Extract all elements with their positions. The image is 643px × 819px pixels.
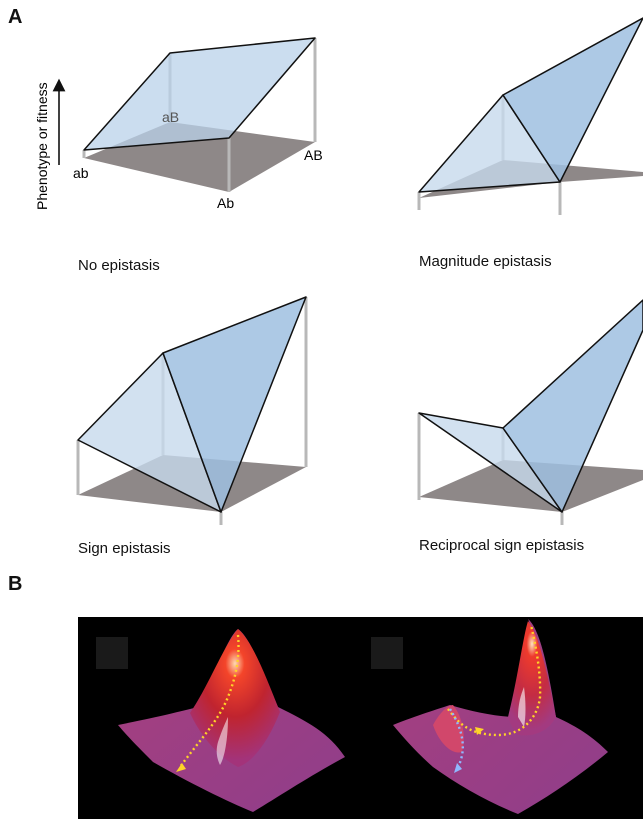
fitness-plane [502, 299, 643, 513]
landscape-1-inset [96, 637, 128, 669]
corner-label-ab: ab [73, 165, 89, 181]
diagram-magnitude-epistasis [417, 17, 643, 215]
caption-no-epistasis: No epistasis [78, 257, 160, 274]
corner-label-AB: AB [304, 147, 323, 163]
fitness-plane [502, 17, 643, 183]
landscape-2-inset [371, 637, 403, 669]
fitness-plane [83, 37, 316, 151]
caption-magnitude-epistasis: Magnitude epistasis [419, 253, 552, 270]
caption-reciprocal-sign-epistasis: Reciprocal sign epistasis [419, 537, 585, 554]
adaptive-path-yellow [447, 624, 542, 737]
adaptive-path-blue [448, 708, 465, 768]
corner-label-Ab: Ab [217, 195, 234, 211]
landscape-two-peaks [393, 619, 608, 814]
fitness-plane [162, 296, 307, 513]
panel-a-label: A [8, 6, 23, 28]
diagram-sign-epistasis [76, 296, 308, 525]
fitness-landscape-image [78, 617, 643, 819]
fitness-landscapes [96, 619, 608, 814]
panel-b-label: B [8, 573, 23, 595]
corner-label-aB: aB [162, 109, 179, 125]
diagram-reciprocal-sign-epistasis [417, 299, 643, 525]
epistasis-diagrams: Phenotype or fitness ab aB Ab AB [34, 17, 643, 525]
adaptive-path-yellow [179, 634, 240, 768]
y-axis-label: Phenotype or fitness [34, 82, 50, 210]
caption-sign-epistasis: Sign epistasis [78, 540, 171, 557]
landscape-single-peak [118, 629, 345, 812]
diagram-no-epistasis: ab aB Ab AB [73, 37, 323, 211]
